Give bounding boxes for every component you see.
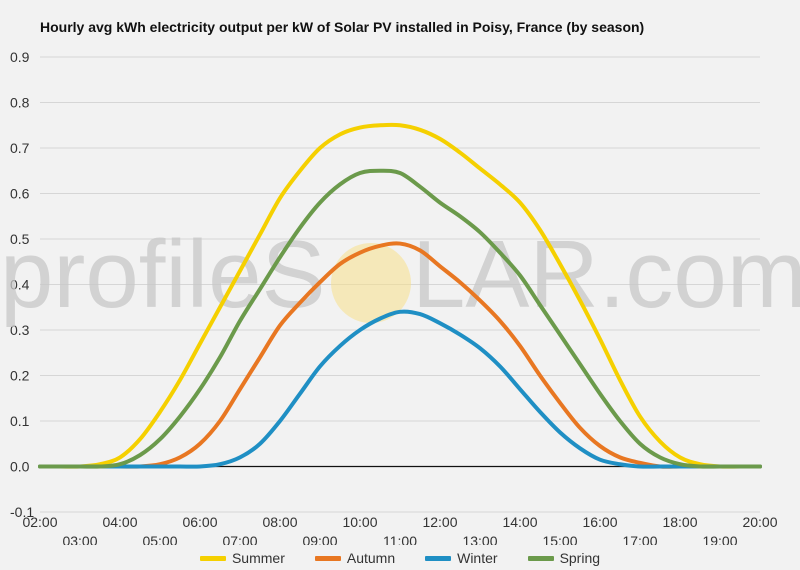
legend-label: Winter <box>457 550 498 566</box>
legend-label: Autumn <box>346 550 396 566</box>
watermark-right-text: LAR.com <box>412 221 800 328</box>
x-tick-label: 04:00 <box>102 514 137 530</box>
x-tick-label: 13:00 <box>462 533 497 545</box>
x-tick-label: 10:00 <box>342 514 377 530</box>
y-tick-label: 0.5 <box>10 231 30 247</box>
legend-swatch <box>199 555 226 561</box>
legend-item-spring: Spring <box>527 549 601 567</box>
legend-swatch <box>425 555 452 561</box>
y-tick-label: 0.4 <box>10 277 30 293</box>
legend-item-autumn: Autumn <box>314 549 396 567</box>
y-tick-label: 0.9 <box>10 49 30 65</box>
x-tick-label: 14:00 <box>502 514 537 530</box>
x-axis-tick-labels: 02:00 03:00 04:00 05:00 06:00 07:00 08:00 09:00… <box>22 514 777 545</box>
x-tick-label: 09:00 <box>302 533 337 545</box>
y-axis-tick-labels: -0.1 0.0 0.1 0.2 0.3 0.4 0.5 0.6 0.7 0.8 0.9 <box>10 49 34 520</box>
series-line-spring <box>38 168 762 469</box>
legend-swatch <box>527 555 554 561</box>
watermark-left-text: profileS <box>0 221 326 328</box>
x-tick-label: 12:00 <box>422 514 457 530</box>
x-tick-label: 17:00 <box>622 533 657 545</box>
series-line-summer <box>38 122 762 469</box>
legend-item-winter: Winter <box>425 549 498 567</box>
x-tick-label: 20:00 <box>742 514 777 530</box>
legend-label: Summer <box>231 550 285 566</box>
y-tick-label: 0.7 <box>10 140 30 156</box>
x-tick-label: 08:00 <box>262 514 297 530</box>
x-tick-label: 07:00 <box>222 533 257 545</box>
watermark-sun-logo <box>331 243 411 323</box>
data-series <box>38 122 762 469</box>
x-tick-label: 05:00 <box>142 533 177 545</box>
y-tick-label: 0.3 <box>10 322 30 338</box>
x-tick-label: 03:00 <box>62 533 97 545</box>
legend-item-summer: Summer <box>199 549 285 567</box>
legend-swatch <box>314 555 341 561</box>
x-tick-label: 11:00 <box>383 533 417 545</box>
x-tick-label: 16:00 <box>582 514 617 530</box>
y-tick-label: 0.6 <box>10 186 30 202</box>
y-tick-label: 0.8 <box>10 95 30 111</box>
x-tick-label: 06:00 <box>182 514 217 530</box>
y-tick-label: 0.2 <box>10 368 30 384</box>
gridlines <box>40 56 760 513</box>
x-tick-label: 18:00 <box>662 514 697 530</box>
series-line-winter <box>38 309 762 469</box>
x-tick-label: 15:00 <box>542 533 577 545</box>
chart-title: Hourly avg kWh electricity output per kW… <box>40 19 645 35</box>
x-tick-label: 19:00 <box>702 533 737 545</box>
y-tick-label: 0.0 <box>10 459 30 475</box>
series-line-autumn <box>38 241 762 469</box>
legend-label: Spring <box>559 550 601 566</box>
y-tick-label: 0.1 <box>10 413 30 429</box>
y-tick-label: -0.1 <box>10 504 34 520</box>
legend: Summer Autumn Winter Spring <box>0 549 800 567</box>
x-tick-label: 02:00 <box>22 514 57 530</box>
line-chart: -0.1 0.0 0.1 0.2 0.3 0.4 0.5 0.6 0.7 0.8 0.9 02:00… <box>0 49 800 545</box>
